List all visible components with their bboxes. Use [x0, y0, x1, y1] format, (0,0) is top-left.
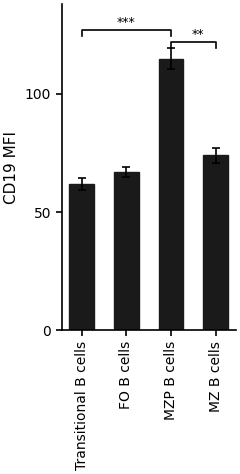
Y-axis label: CD19 MFI: CD19 MFI — [4, 131, 19, 204]
Bar — [114, 172, 139, 330]
Bar — [159, 58, 183, 330]
Bar — [69, 184, 94, 330]
Text: ***: *** — [117, 16, 136, 29]
Bar — [203, 155, 228, 330]
Text: **: ** — [192, 28, 204, 41]
